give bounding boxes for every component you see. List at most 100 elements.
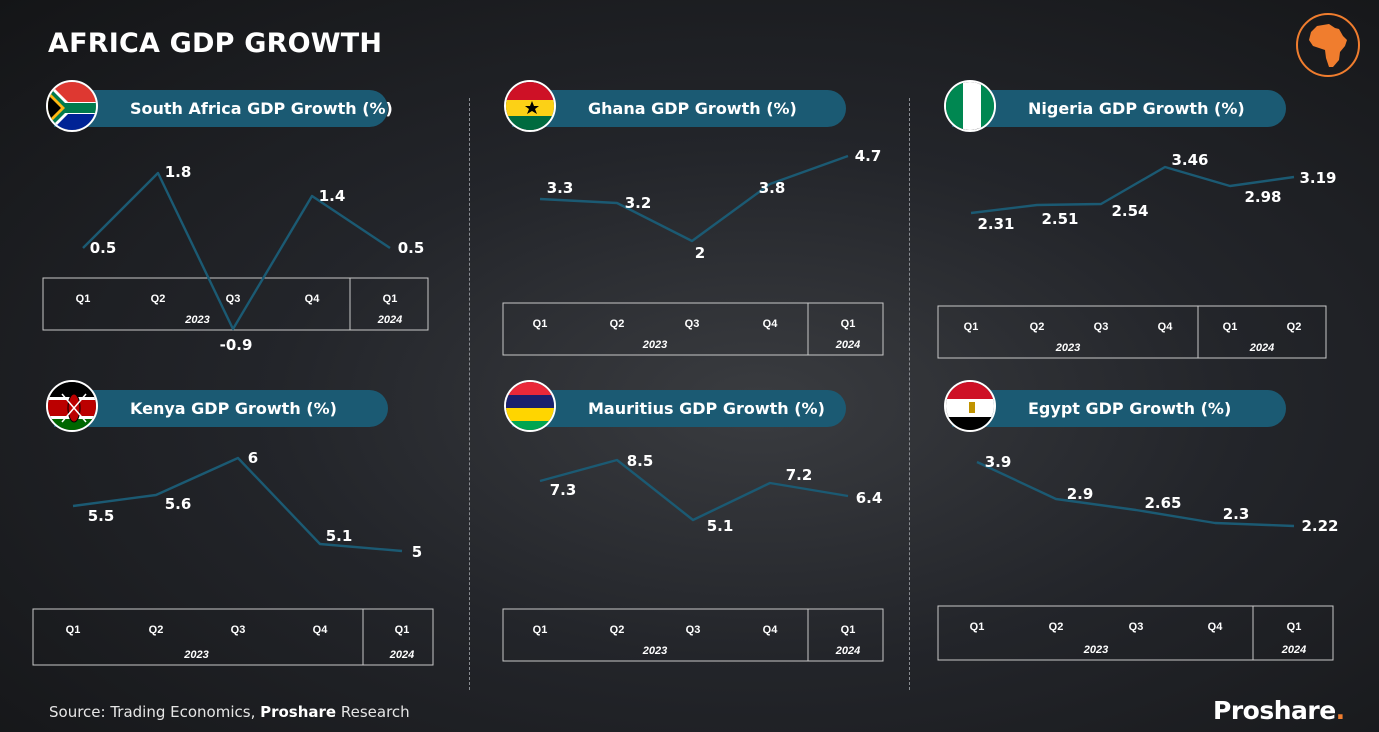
chart-panel-south-africa: South Africa GDP Growth (%) xyxy=(40,78,480,378)
kenya-flag-icon xyxy=(46,380,98,432)
data-label: 6.4 xyxy=(856,489,883,507)
x-tick-label: Q1 xyxy=(841,318,856,330)
data-label: 5.5 xyxy=(88,507,115,525)
data-label: 0.5 xyxy=(90,239,117,257)
mauritius-flag-icon xyxy=(504,380,556,432)
axis-table: Q1 Q2 Q3 Q4 Q1 2023 2024 xyxy=(937,605,1334,661)
series-line xyxy=(970,165,1295,215)
year-label: 2023 xyxy=(1055,342,1080,354)
x-tick-label: Q4 xyxy=(1158,321,1174,333)
axis-frame xyxy=(32,608,434,666)
divider-right xyxy=(909,98,910,690)
divider-left xyxy=(469,98,470,690)
chart-title-pill: Egypt GDP Growth (%) xyxy=(952,390,1286,427)
year-label: 2023 xyxy=(184,314,209,326)
chart-title-pill: South Africa GDP Growth (%) xyxy=(54,90,393,127)
data-label: 6 xyxy=(248,449,258,467)
x-tick-label: Q2 xyxy=(1049,621,1064,633)
data-label: 5.6 xyxy=(165,495,192,513)
axis-frame xyxy=(42,277,429,331)
data-label: 3.2 xyxy=(625,194,652,212)
chart-title: Nigeria GDP Growth (%) xyxy=(1028,99,1245,118)
nigeria-flag-icon xyxy=(944,80,996,132)
x-tick-label: Q1 xyxy=(964,321,979,333)
x-tick-label: Q1 xyxy=(383,293,398,305)
data-label: 8.5 xyxy=(627,452,654,470)
axis-frame xyxy=(502,302,884,356)
x-tick-label: Q4 xyxy=(763,318,779,330)
year-label: 2023 xyxy=(183,649,208,661)
data-label: 1.4 xyxy=(319,187,346,205)
chart-title: Mauritius GDP Growth (%) xyxy=(588,399,825,418)
x-tick-label: Q4 xyxy=(1208,621,1224,633)
x-tick-label: Q3 xyxy=(1094,321,1109,333)
data-label: 2.22 xyxy=(1301,517,1338,535)
page-title: AFRICA GDP GROWTH xyxy=(48,28,383,59)
chart-panel-ghana: Ghana GDP Growth (%) xyxy=(498,78,938,378)
year-label: 2024 xyxy=(835,339,860,351)
data-label: 2.54 xyxy=(1111,202,1148,220)
data-label: 2.98 xyxy=(1244,188,1281,206)
ghana-flag-icon xyxy=(504,80,556,132)
source-note: Source: Trading Economics, Proshare Rese… xyxy=(49,703,410,721)
data-label: 3.3 xyxy=(547,179,574,197)
x-tick-label: Q1 xyxy=(395,624,410,636)
data-label: 2.31 xyxy=(977,215,1014,233)
year-label: 2023 xyxy=(642,645,667,657)
x-tick-label: Q1 xyxy=(533,318,548,330)
data-label: 5.1 xyxy=(707,517,734,535)
x-tick-label: Q3 xyxy=(1129,621,1144,633)
data-label: 7.2 xyxy=(786,466,813,484)
data-label: 4.7 xyxy=(855,147,882,165)
axis-frame xyxy=(937,305,1327,359)
x-tick-label: Q2 xyxy=(610,624,625,636)
chart-panel-kenya: Kenya GDP Growth (%) xyxy=(40,378,480,678)
data-label: 3.8 xyxy=(759,179,786,197)
year-label: 2024 xyxy=(377,314,402,326)
chart-panel-nigeria: Nigeria GDP Growth (%) xyxy=(938,78,1378,378)
chart-title: Kenya GDP Growth (%) xyxy=(130,399,337,418)
x-tick-label: Q2 xyxy=(151,293,166,305)
year-label: 2023 xyxy=(1083,644,1108,656)
year-label: 2024 xyxy=(389,649,414,661)
x-tick-label: Q1 xyxy=(970,621,985,633)
x-tick-label: Q1 xyxy=(76,293,91,305)
proshare-logo: Proshare. xyxy=(1213,696,1345,725)
x-tick-label: Q4 xyxy=(305,293,321,305)
axis-table: Q1 Q2 Q3 Q4 Q1 Q2 2023 2024 xyxy=(937,305,1327,359)
chart-title-pill: Kenya GDP Growth (%) xyxy=(54,390,388,427)
axis-table: Q1 Q2 Q3 Q4 Q1 2023 2024 xyxy=(42,277,429,331)
data-label: 2.3 xyxy=(1223,505,1250,523)
x-tick-label: Q4 xyxy=(763,624,779,636)
data-label: 1.8 xyxy=(165,163,192,181)
x-tick-label: Q2 xyxy=(1030,321,1045,333)
data-label: 7.3 xyxy=(550,481,577,499)
data-label: 3.19 xyxy=(1299,169,1336,187)
data-label: 2.65 xyxy=(1144,494,1181,512)
series-line xyxy=(72,456,403,553)
x-tick-label: Q1 xyxy=(66,624,81,636)
data-label: 2.51 xyxy=(1041,210,1078,228)
year-label: 2024 xyxy=(1281,644,1306,656)
chart-title-pill: Nigeria GDP Growth (%) xyxy=(952,90,1286,127)
egypt-flag-icon xyxy=(944,380,996,432)
series-line xyxy=(976,460,1295,528)
x-tick-label: Q3 xyxy=(685,318,700,330)
series-line xyxy=(539,458,849,522)
axis-frame xyxy=(502,608,884,662)
axis-table: Q1 Q2 Q3 Q4 Q1 2023 2024 xyxy=(502,608,884,662)
data-label: 5 xyxy=(412,543,422,561)
x-tick-label: Q2 xyxy=(610,318,625,330)
data-label: 3.9 xyxy=(985,453,1012,471)
year-label: 2023 xyxy=(642,339,667,351)
data-label: 5.1 xyxy=(326,527,353,545)
africa-map-icon xyxy=(1296,13,1360,77)
data-label: 2 xyxy=(695,244,705,262)
chart-panel-egypt: Egypt GDP Growth (%) xyxy=(938,378,1378,678)
x-tick-label: Q1 xyxy=(1287,621,1302,633)
year-label: 2024 xyxy=(1249,342,1274,354)
x-tick-label: Q3 xyxy=(226,293,241,305)
x-tick-label: Q3 xyxy=(231,624,246,636)
axis-table: Q1 Q2 Q3 Q4 Q1 2023 2024 xyxy=(502,302,884,356)
